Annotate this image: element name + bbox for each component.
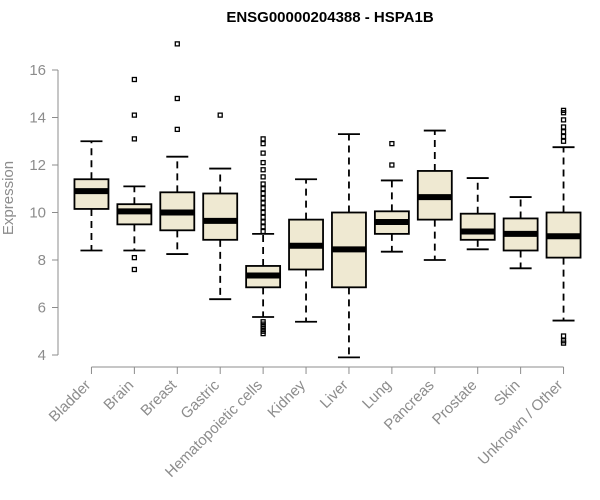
- outlier-point: [560, 338, 567, 344]
- outlier-point: [174, 126, 180, 133]
- box-liver: [331, 133, 367, 359]
- box-pancreas: [416, 129, 453, 261]
- box-lung: [373, 140, 410, 253]
- y-tick-label: 14: [29, 110, 46, 127]
- outlier-point: [260, 186, 266, 192]
- outlier-point: [131, 76, 138, 83]
- outlier-point: [174, 95, 180, 102]
- y-tick-label: 4: [38, 347, 46, 364]
- outlier-point: [131, 266, 138, 273]
- box-breast: [159, 41, 196, 255]
- outlier-point: [560, 129, 567, 135]
- box-prostate: [459, 177, 496, 251]
- x-tick-label: Brain: [100, 377, 137, 414]
- outlier-point: [560, 333, 567, 339]
- outlier-point: [260, 140, 266, 147]
- outlier-point: [260, 219, 266, 225]
- outlier-point: [260, 190, 266, 197]
- iqr-box: [459, 212, 496, 241]
- outlier-point: [260, 209, 266, 216]
- outlier-point: [560, 124, 567, 130]
- box-kidney: [288, 178, 324, 323]
- x-tick-label: Kidney: [264, 376, 309, 421]
- outlier-point: [260, 228, 266, 235]
- outlier-point: [560, 138, 567, 144]
- outlier-point: [560, 133, 567, 140]
- outlier-point: [260, 167, 266, 173]
- outlier-point: [260, 319, 266, 325]
- outlier-point: [131, 254, 138, 261]
- outlier-point: [260, 174, 266, 180]
- outlier-point: [260, 150, 266, 156]
- outlier-point: [131, 112, 138, 118]
- box-gastric: [202, 112, 239, 301]
- outlier-point: [260, 200, 266, 206]
- outlier-point: [389, 140, 395, 147]
- box-bladder: [73, 140, 110, 252]
- outlier-point: [560, 117, 567, 123]
- x-tick-label: Prostate: [429, 377, 481, 429]
- iqr-box: [202, 192, 239, 241]
- x-tick-label: Bladder: [46, 377, 95, 426]
- y-tick-label: 16: [29, 62, 46, 79]
- y-tick-label: 10: [29, 205, 46, 222]
- outlier-point: [260, 159, 266, 166]
- y-tick-label: 8: [38, 252, 46, 269]
- outlier-point: [131, 136, 138, 142]
- box-hematopoietic-cells: [245, 136, 282, 337]
- y-axis: 4 6 8 10 12 14 16: [29, 62, 59, 364]
- chart-title: ENSG00000204388 - HSPA1B: [226, 9, 434, 26]
- x-tick-label: Skin: [491, 377, 524, 410]
- outlier-point: [260, 205, 266, 211]
- y-axis-label: Expression: [0, 161, 17, 235]
- outlier-point: [260, 214, 266, 220]
- outlier-point: [389, 162, 395, 168]
- outlier-point: [560, 107, 567, 114]
- boxes: [73, 41, 582, 359]
- outlier-point: [174, 41, 180, 47]
- outlier-point: [217, 112, 223, 118]
- y-tick-label: 12: [29, 157, 46, 174]
- x-tick-label: Liver: [317, 377, 352, 412]
- x-tick-label: Breast: [137, 376, 180, 419]
- outlier-point: [260, 195, 266, 201]
- outlier-point: [260, 181, 266, 187]
- x-tick-label: Lung: [359, 377, 395, 413]
- box-unknown-other: [545, 107, 582, 346]
- box-skin: [502, 196, 539, 270]
- box-brain: [116, 76, 153, 273]
- outlier-point: [260, 224, 266, 230]
- y-tick-label: 6: [38, 300, 46, 317]
- outlier-point: [260, 136, 266, 142]
